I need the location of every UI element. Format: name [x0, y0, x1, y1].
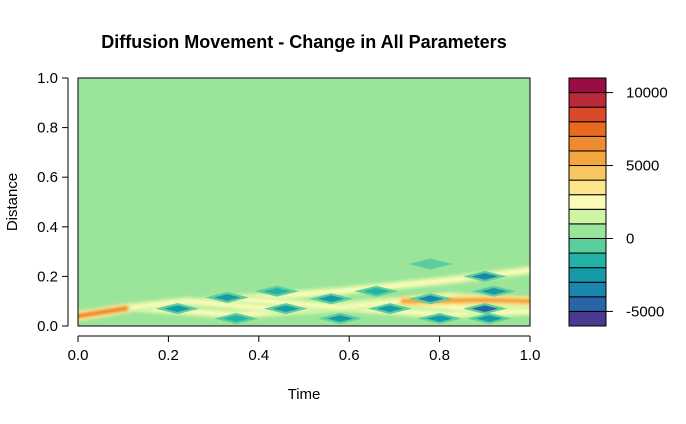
- low-value-spot: [471, 305, 498, 312]
- x-tick-label: 1.0: [520, 347, 541, 364]
- colorbar-swatch: [568, 106, 607, 123]
- colorbar-swatch: [568, 77, 607, 94]
- low-value-spot: [317, 295, 345, 303]
- colorbar-swatch: [568, 267, 607, 283]
- low-value-spot: [164, 305, 191, 312]
- chart-title: Diffusion Movement - Change in All Param…: [101, 32, 506, 52]
- y-tick-label: 0.6: [37, 169, 58, 186]
- colorbar-swatch: [568, 150, 607, 167]
- low-value-spot: [223, 315, 250, 322]
- y-tick-label: 0.2: [37, 268, 58, 285]
- low-value-spot: [363, 287, 390, 295]
- colorbar-swatch: [568, 296, 607, 312]
- low-value-spot: [480, 287, 508, 295]
- colorbar-tick-label: 0: [626, 230, 634, 247]
- x-tick-label: 0.0: [68, 347, 89, 364]
- y-tick-label: 0.0: [37, 318, 58, 335]
- x-axis: 0.0 0.2 0.4 0.6 0.8 1.0: [68, 335, 541, 364]
- low-value-spot: [376, 305, 404, 312]
- colorbar-swatch: [568, 165, 607, 181]
- colorbar-swatch: [568, 281, 607, 298]
- colorbar-swatch: [568, 223, 607, 239]
- low-value-spot: [213, 294, 241, 301]
- colorbar-legend: 10000 5000 0 -5000: [568, 77, 668, 327]
- heatmap-features: [78, 258, 530, 325]
- y-tick-label: 0.8: [37, 120, 58, 137]
- plot-background: [78, 78, 530, 326]
- y-axis-title: Distance: [4, 173, 21, 231]
- colorbar-tick-label: 10000: [626, 85, 668, 102]
- low-value-spot: [417, 295, 444, 303]
- low-value-spot: [263, 287, 291, 295]
- band-ridge: [78, 304, 135, 319]
- colorbar-tick-label: -5000: [626, 303, 664, 320]
- plot-area: [77, 77, 531, 327]
- x-tick-label: 0.6: [339, 347, 360, 364]
- x-tick-label: 0.2: [158, 347, 179, 364]
- colorbar-swatch: [568, 179, 607, 196]
- colorbar-swatch: [568, 194, 607, 210]
- low-value-spot: [471, 273, 498, 280]
- x-tick-label: 0.8: [429, 347, 450, 364]
- colorbar-swatch: [568, 310, 607, 327]
- colorbar-swatch: [568, 135, 607, 152]
- low-value-spot: [272, 305, 300, 312]
- plot-frame: [77, 77, 531, 327]
- low-value-spot: [417, 260, 444, 268]
- y-tick-label: 1.0: [37, 70, 58, 87]
- y-axis: 0.0 0.2 0.4 0.6 0.8 1.0: [37, 70, 69, 335]
- x-tick-label: 0.4: [248, 347, 269, 364]
- low-value-spot: [476, 315, 503, 322]
- colorbar-frame: [568, 77, 607, 327]
- colorbar-swatch: [568, 208, 607, 225]
- colorbar-swatch: [568, 252, 607, 269]
- colorbar-swatch: [568, 121, 607, 137]
- low-value-spot: [426, 315, 453, 322]
- low-value-spot: [326, 315, 354, 322]
- colorbar-tick-label: 5000: [626, 158, 659, 175]
- colorbar-swatch: [568, 237, 607, 254]
- y-tick-label: 0.4: [37, 219, 58, 236]
- x-axis-title: Time: [288, 386, 321, 403]
- colorbar-swatch: [568, 92, 607, 108]
